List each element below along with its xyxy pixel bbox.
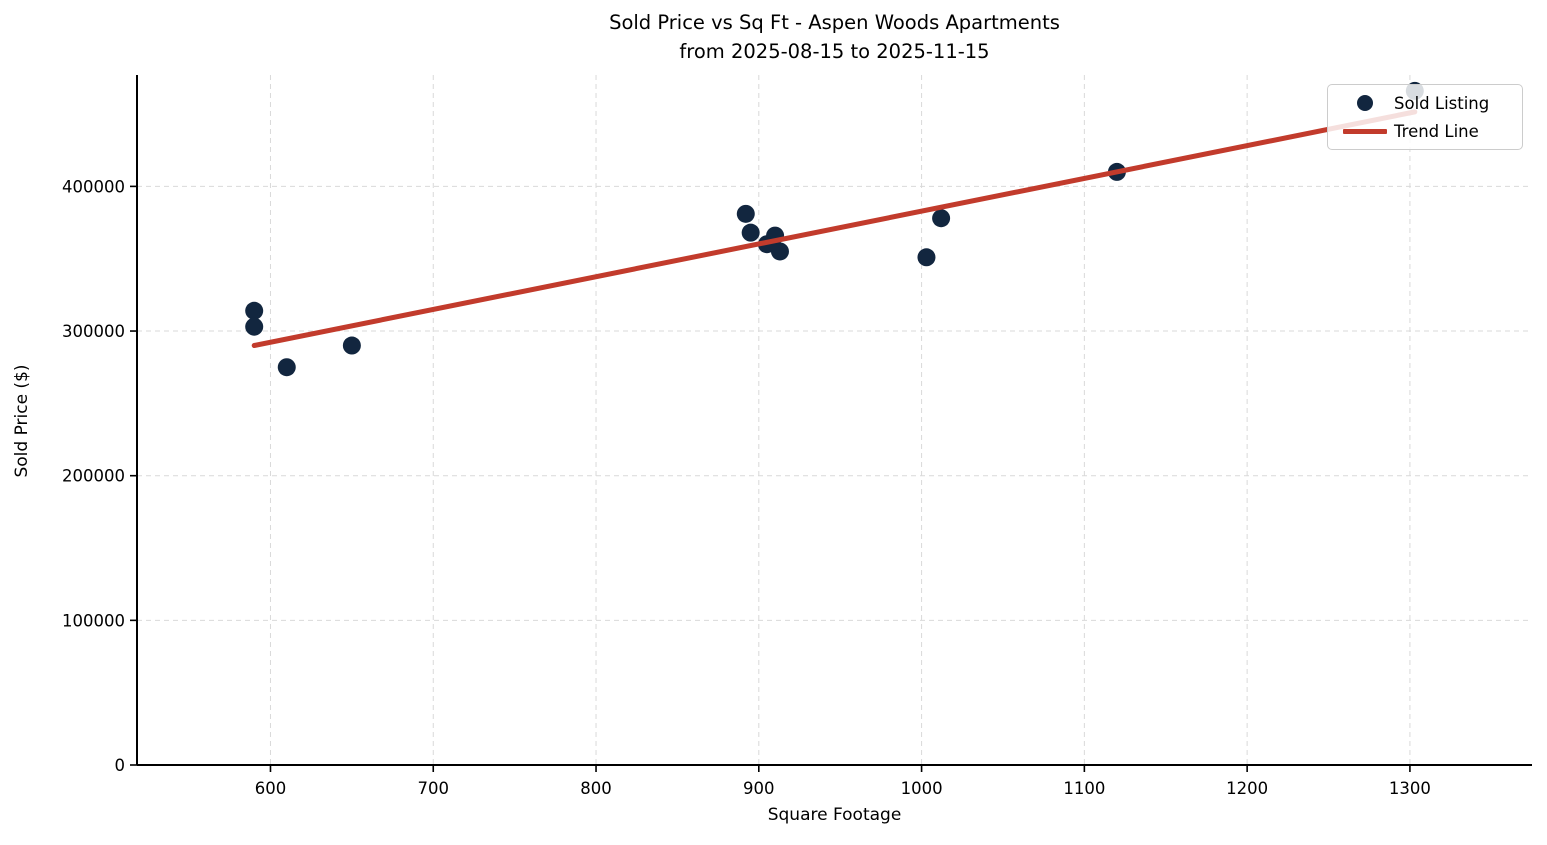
x-tick-label: 600: [255, 779, 287, 798]
data-point: [277, 358, 296, 377]
x-axis-label: Square Footage: [767, 805, 902, 825]
x-tick-label: 900: [743, 779, 775, 798]
trend-line-marker-icon: [1343, 128, 1387, 134]
y-tick-label: 0: [115, 756, 126, 775]
x-tick-label: 1300: [1389, 779, 1431, 798]
legend-item-sold-listing: Sold Listing: [1336, 89, 1514, 117]
y-tick-label: 400000: [62, 177, 125, 196]
data-point: [245, 317, 264, 336]
x-tick-label: 800: [580, 779, 612, 798]
y-axis-label: Sold Price ($): [12, 364, 32, 478]
chart-title: Sold Price vs Sq Ft - Aspen Woods Apartm…: [137, 8, 1532, 66]
data-point: [342, 336, 361, 355]
data-point: [917, 248, 936, 267]
data-point: [770, 242, 789, 261]
y-tick-label: 100000: [62, 611, 125, 630]
x-tick-label: 1200: [1226, 779, 1268, 798]
legend-label-sold-listing: Sold Listing: [1394, 93, 1490, 113]
x-tick-label: 1000: [901, 779, 943, 798]
x-tick-label: 700: [418, 779, 450, 798]
chart-title-line1: Sold Price vs Sq Ft - Aspen Woods Apartm…: [609, 11, 1060, 34]
y-tick-label: 300000: [62, 322, 125, 341]
legend: Sold Listing Trend Line: [1327, 84, 1523, 150]
data-point: [245, 301, 264, 320]
data-point: [736, 204, 755, 223]
x-tick-label: 1100: [1063, 779, 1105, 798]
data-point: [932, 209, 951, 228]
legend-label-trend-line: Trend Line: [1394, 121, 1479, 141]
sold-listing-marker-icon: [1357, 95, 1373, 111]
y-tick-label: 200000: [62, 467, 125, 486]
data-point: [741, 223, 760, 242]
legend-item-trend-line: Trend Line: [1336, 117, 1514, 145]
trend-line: [251, 109, 1418, 349]
chart-title-line2: from 2025-08-15 to 2025-11-15: [679, 40, 990, 63]
